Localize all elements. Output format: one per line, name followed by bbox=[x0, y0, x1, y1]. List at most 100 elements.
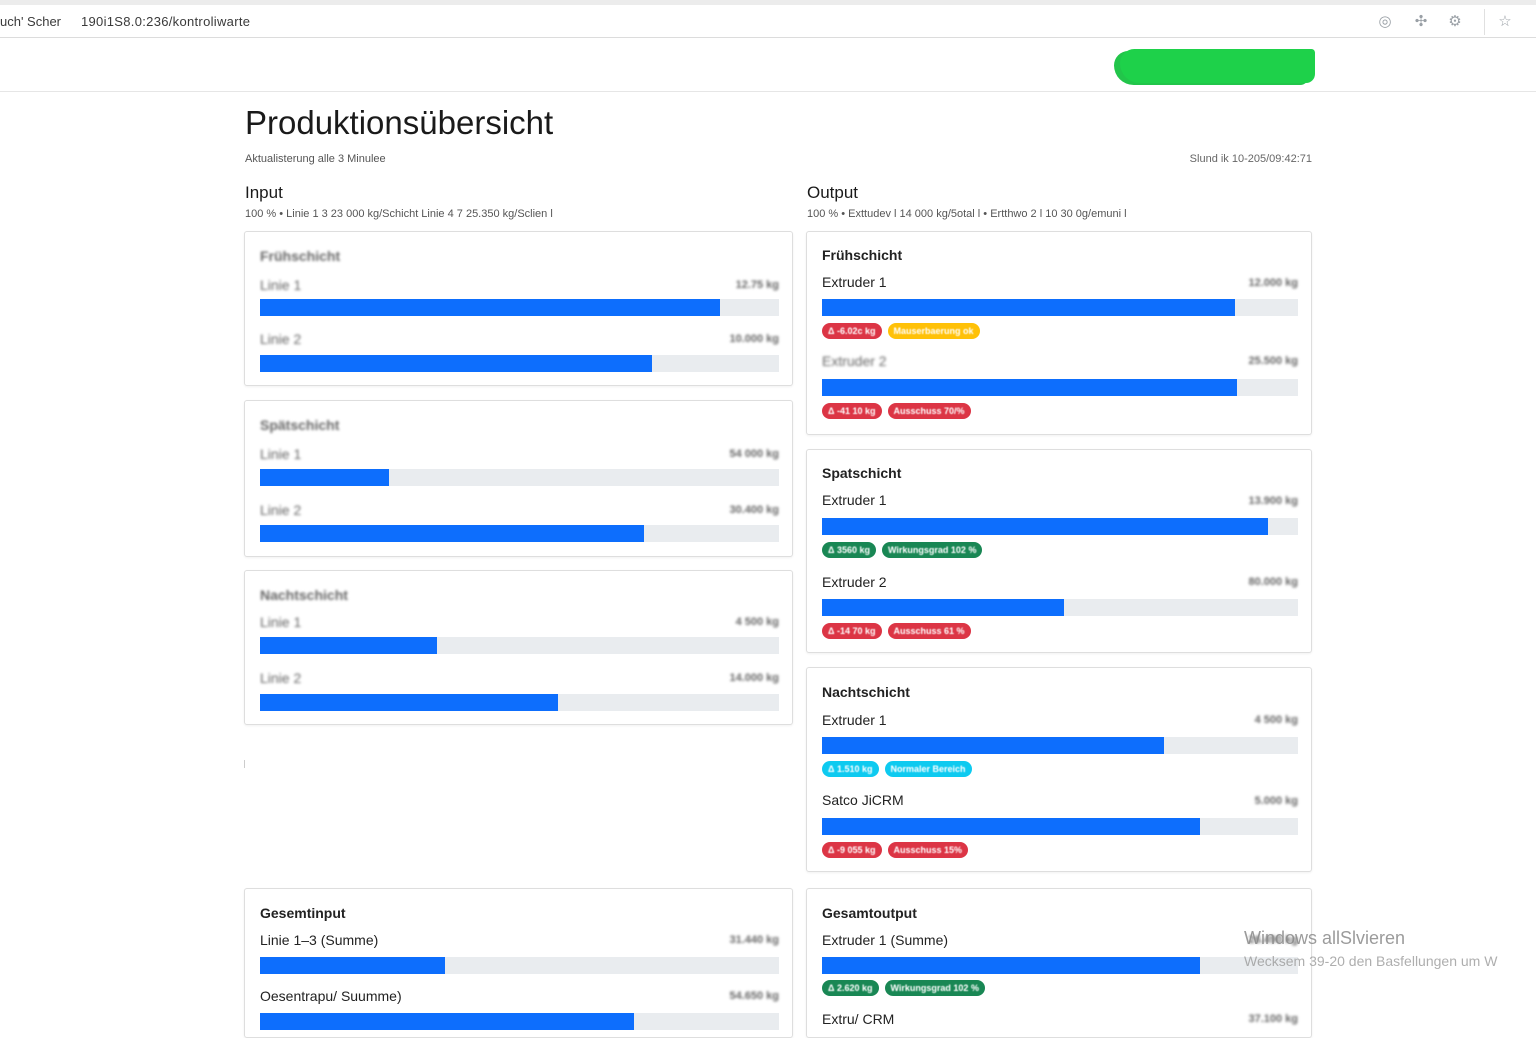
progress-bar bbox=[260, 1013, 779, 1030]
row-value: 25.500 kg bbox=[1248, 355, 1298, 367]
row-value: 30.400 kg bbox=[729, 504, 779, 516]
row-value: 4 500 kg bbox=[735, 616, 779, 628]
badge-group: Δ -14 70 kg Ausschuss 61 % bbox=[822, 623, 971, 639]
card-title: Frühschicht bbox=[260, 248, 341, 264]
row-label: Extruder 1 bbox=[822, 492, 887, 508]
url-field[interactable]: 190i1S8.0:236/kontroliwarte bbox=[81, 14, 251, 29]
progress-fill bbox=[260, 957, 446, 974]
badge-group: Δ -41 10 kg Ausschuss 70/% bbox=[822, 403, 971, 419]
row-value: 5.000 kg bbox=[1254, 795, 1298, 807]
card-title: Gesamtoutput bbox=[822, 905, 917, 921]
card-title: Spatschicht bbox=[822, 465, 902, 481]
progress-fill bbox=[822, 379, 1238, 396]
toolbar-divider bbox=[1484, 9, 1485, 35]
row-label: Linie 2 bbox=[260, 502, 302, 518]
row-label: Linie 1 bbox=[260, 614, 302, 630]
output-section-title: Output bbox=[807, 183, 859, 202]
row-label: Extruder 1 bbox=[822, 274, 887, 290]
progress-fill bbox=[822, 737, 1165, 754]
badge-group: Δ 1.510 kg Normaler Bereich bbox=[822, 761, 972, 777]
row-value: 37.100 kg bbox=[1248, 1013, 1298, 1025]
progress-bar bbox=[260, 694, 779, 711]
row-label: Satco JiCRM bbox=[822, 792, 904, 808]
row-value: 54 000 kg bbox=[729, 448, 779, 460]
delta-badge: Δ 3560 kg bbox=[822, 542, 876, 558]
activation-watermark-text: Wecksem 39-20 den Basfellungen um W bbox=[1244, 953, 1498, 969]
output-card-nachtschicht: Nachtschicht Extruder 1 4 500 kg Δ 1.510… bbox=[806, 667, 1312, 872]
bookmark-icon[interactable]: ☆ bbox=[1498, 13, 1512, 30]
input-card-fruehschicht: Frühschicht Linie 1 12.75 kg Linie 2 10.… bbox=[244, 231, 793, 386]
status-badge: Ausschuss 70/% bbox=[887, 403, 971, 419]
browser-address-bar[interactable]: uch' Scher 190i1S8.0:236/kontroliwarte ◎… bbox=[0, 0, 1536, 38]
card-title: Gesemtinput bbox=[260, 905, 346, 921]
record-icon[interactable]: ◎ bbox=[1378, 13, 1392, 30]
card-title: Frühschicht bbox=[822, 247, 903, 263]
output-summary: 100 % • Exttudev l 14 000 kg/5otal l • E… bbox=[807, 208, 1127, 220]
app-header bbox=[0, 39, 1536, 92]
status-badge: Ausschuss 15% bbox=[887, 842, 969, 858]
row-label: Linie 2 bbox=[260, 670, 302, 686]
redacted-user-area bbox=[1120, 49, 1315, 83]
progress-bar bbox=[260, 355, 779, 372]
row-value: 10.000 kg bbox=[729, 333, 779, 345]
input-section-title: Input bbox=[245, 183, 283, 202]
badge-group: Δ -6.02c kg Mauserbaerung ok bbox=[822, 323, 980, 339]
row-value: 31.440 kg bbox=[729, 934, 779, 946]
progress-bar bbox=[260, 299, 779, 316]
row-label: Extruder 2 bbox=[822, 574, 887, 590]
last-update-timestamp: Slund ik 10-205/09:42:71 bbox=[1189, 153, 1312, 165]
output-card-spaetschicht: Spatschicht Extruder 1 13.900 kg Δ 3560 … bbox=[806, 449, 1312, 653]
progress-bar bbox=[260, 525, 779, 542]
row-label: Extruder 2 bbox=[822, 353, 887, 369]
progress-fill bbox=[260, 637, 438, 654]
row-label: Linie 1 bbox=[260, 446, 302, 462]
row-value: 12.75 kg bbox=[735, 279, 779, 291]
row-label: Extru/ CRM bbox=[822, 1011, 895, 1027]
row-value: 13.900 kg bbox=[1248, 495, 1298, 507]
row-value: 80.000 kg bbox=[1248, 576, 1298, 588]
status-badge: Wirkungsgrad 102 % bbox=[882, 542, 983, 558]
row-value: 4 500 kg bbox=[1254, 714, 1298, 726]
extensions-icon[interactable]: ✣ bbox=[1414, 13, 1428, 30]
badge-group: Δ 2.620 kg Wirkungsgrad 102 % bbox=[822, 980, 985, 996]
progress-bar bbox=[260, 469, 779, 486]
refresh-note: Aktualisterung alle 3 Minulee bbox=[245, 153, 386, 165]
progress-bar bbox=[822, 737, 1298, 754]
input-total-card: Gesemtinput Linie 1–3 (Summe) 31.440 kg … bbox=[244, 888, 793, 1038]
progress-fill bbox=[822, 957, 1201, 974]
progress-fill bbox=[260, 525, 645, 542]
input-summary: 100 % • Linie 1 3 23 000 kg/Schicht Lini… bbox=[245, 208, 553, 220]
status-badge: Ausschuss 61 % bbox=[887, 623, 971, 639]
progress-fill bbox=[260, 694, 559, 711]
progress-fill bbox=[822, 818, 1201, 835]
input-card-spaetschicht: Spätschicht Linie 1 54 000 kg Linie 2 30… bbox=[244, 400, 793, 557]
output-card-fruehschicht: Frühschicht Extruder 1 12.000 kg Δ -6.02… bbox=[806, 231, 1312, 435]
delta-badge: Δ 1.510 kg bbox=[822, 761, 879, 777]
progress-fill bbox=[260, 299, 720, 316]
activation-watermark-title: Windows allSlvieren bbox=[1244, 928, 1406, 948]
progress-bar bbox=[822, 599, 1298, 616]
row-label: Oesentrapu/ Suumme) bbox=[260, 988, 402, 1004]
progress-fill bbox=[260, 355, 652, 372]
progress-fill bbox=[822, 299, 1236, 316]
progress-fill bbox=[260, 469, 390, 486]
delta-badge: Δ -6.02c kg bbox=[822, 323, 882, 339]
row-value: 26.490 kg bbox=[1248, 934, 1298, 946]
badge-group: Δ -9 055 kg Ausschuss 15% bbox=[822, 842, 969, 858]
progress-bar bbox=[822, 818, 1298, 835]
output-total-card: Gesamtoutput Extruder 1 (Summe) 26.490 k… bbox=[806, 888, 1312, 1038]
settings-icon[interactable]: ⚙ bbox=[1448, 13, 1462, 30]
progress-bar bbox=[822, 299, 1298, 316]
progress-bar bbox=[822, 379, 1298, 396]
status-badge: Wirkungsgrad 102 % bbox=[884, 980, 985, 996]
tab-label[interactable]: uch' Scher bbox=[0, 14, 62, 29]
delta-badge: Δ 2.620 kg bbox=[822, 980, 879, 996]
row-value: 12.000 kg bbox=[1248, 277, 1298, 289]
delta-badge: Δ -41 10 kg bbox=[822, 403, 882, 419]
card-title: Nachtschicht bbox=[822, 684, 910, 700]
progress-fill bbox=[822, 518, 1268, 535]
progress-fill bbox=[822, 599, 1064, 616]
progress-bar bbox=[822, 518, 1298, 535]
progress-bar bbox=[822, 957, 1298, 974]
row-label: Extruder 1 (Summe) bbox=[822, 932, 949, 948]
